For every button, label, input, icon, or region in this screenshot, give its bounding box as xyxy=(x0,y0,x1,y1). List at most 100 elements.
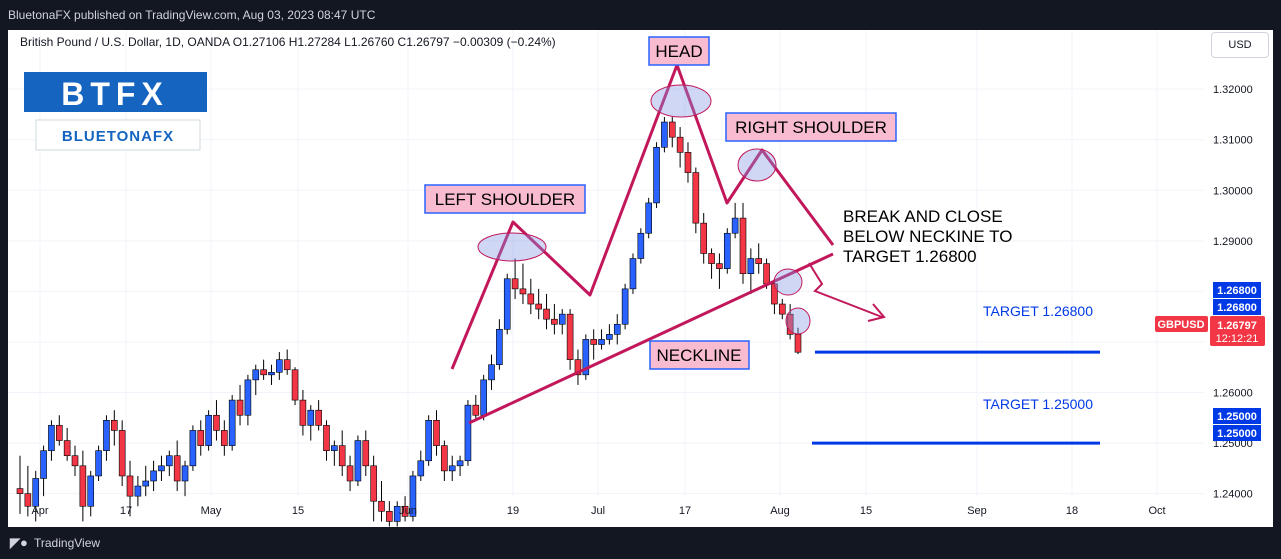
candle xyxy=(464,400,472,466)
price-chart[interactable]: HEAD LEFT SHOULDER RIGHT SHOULDER NECKLI… xyxy=(0,0,1281,527)
candle-body xyxy=(653,146,660,204)
candle-body xyxy=(189,430,197,467)
left-shoulder-highlight xyxy=(477,232,547,262)
candle xyxy=(731,202,739,239)
candle xyxy=(378,480,385,522)
candle xyxy=(221,420,228,456)
candle xyxy=(291,367,299,406)
candle xyxy=(613,314,621,345)
candle xyxy=(692,167,700,234)
candle-body xyxy=(323,425,330,451)
candle-body xyxy=(558,313,566,325)
candle-body xyxy=(276,359,283,373)
candle-body xyxy=(40,450,47,479)
price-tick-label: 1.31000 xyxy=(1213,135,1253,147)
head-label: HEAD xyxy=(655,42,702,61)
candle xyxy=(661,116,668,153)
projection-arrowhead xyxy=(867,303,886,322)
candle-body xyxy=(307,409,315,426)
candle-body xyxy=(519,288,527,295)
price-tags: 1.26800 1.26800 1.26797 12:12:21 GBPUSD … xyxy=(1155,282,1265,441)
candle-body xyxy=(48,425,55,451)
candle xyxy=(268,364,275,385)
candle-body xyxy=(228,399,236,446)
candle xyxy=(488,354,495,390)
candle-body xyxy=(386,511,393,522)
candle xyxy=(338,430,346,476)
candle xyxy=(323,420,330,461)
candle xyxy=(511,258,519,299)
candle xyxy=(55,415,63,446)
candle xyxy=(574,349,582,385)
candle xyxy=(645,197,652,239)
candle-body xyxy=(126,475,134,497)
right-shoulder-label: RIGHT SHOULDER xyxy=(735,118,887,137)
candle xyxy=(362,430,370,476)
candle xyxy=(283,349,291,375)
time-tick-label: Sep xyxy=(967,505,987,517)
candle xyxy=(456,455,464,476)
candle-body xyxy=(731,217,739,234)
candle xyxy=(126,460,134,517)
candle-body xyxy=(283,359,291,371)
right-shoulder-highlight xyxy=(737,148,777,182)
candle-body xyxy=(551,318,558,325)
candle xyxy=(299,389,307,436)
candle xyxy=(441,440,448,481)
candle xyxy=(158,455,165,481)
candle xyxy=(417,450,425,481)
projection-arrow xyxy=(808,262,883,318)
candle-body xyxy=(142,480,150,487)
candle xyxy=(354,435,362,487)
candle-body xyxy=(488,364,495,381)
candle-body xyxy=(433,420,440,446)
time-tick-label: Aug xyxy=(770,505,790,517)
candle-body xyxy=(472,404,480,416)
candle-body xyxy=(71,455,79,467)
candle-body xyxy=(708,253,715,264)
currency-button[interactable]: USD xyxy=(1211,32,1269,58)
candle-body xyxy=(221,430,228,446)
price-tick-label: 1.32000 xyxy=(1213,84,1253,96)
candle xyxy=(629,253,637,294)
candle-body xyxy=(755,258,763,264)
candle xyxy=(684,142,692,183)
time-tick-label: Jul xyxy=(591,505,605,517)
candle-body xyxy=(448,465,456,472)
pattern-layer xyxy=(450,63,1100,445)
target-tag-2b: 1.25000 xyxy=(1217,428,1257,440)
candle-body xyxy=(134,485,142,497)
candle xyxy=(142,465,150,497)
candle-body xyxy=(87,475,95,507)
target-tag-1b: 1.26800 xyxy=(1217,302,1257,314)
target-tag-1b-box xyxy=(1213,299,1261,315)
candle-body xyxy=(252,369,260,381)
candle xyxy=(535,288,542,320)
time-tick-label: 17 xyxy=(120,505,132,517)
candle-body xyxy=(763,263,770,285)
candle-body xyxy=(362,440,370,467)
target-tag-2b-box xyxy=(1213,425,1261,441)
time-tick-label: Jun xyxy=(399,505,417,517)
candle-body xyxy=(197,430,205,446)
candle xyxy=(252,364,260,396)
annotation-labels: HEAD LEFT SHOULDER RIGHT SHOULDER NECKLI… xyxy=(424,36,1093,412)
candle-body xyxy=(118,430,126,477)
candle-body xyxy=(629,258,637,290)
candle-body xyxy=(260,369,267,376)
candle xyxy=(503,273,511,335)
time-tick-label: 15 xyxy=(292,505,304,517)
price-tick-label: 1.25000 xyxy=(1213,438,1253,450)
time-tick-label: 15 xyxy=(860,505,872,517)
time-axis[interactable]: Apr 17 May 15 Jun 19 Jul 17 Aug 15 Sep 18 Oct xyxy=(31,505,1165,517)
candle xyxy=(425,415,432,466)
bluetonafx-logo-text: BLUETONAFX xyxy=(62,128,174,145)
candle-body xyxy=(103,420,110,451)
candle xyxy=(181,460,189,497)
candle xyxy=(315,400,322,431)
candle xyxy=(48,420,55,461)
candle-body xyxy=(606,334,613,340)
candle xyxy=(668,116,676,148)
candles-layer xyxy=(16,116,802,527)
candle-body xyxy=(55,425,63,441)
